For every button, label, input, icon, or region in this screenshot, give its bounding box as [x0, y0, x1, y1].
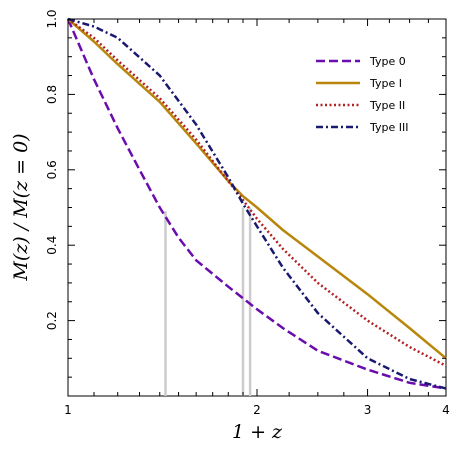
legend-label-type-0: Type 0 [369, 55, 406, 68]
y-tick-label: 0.2 [45, 311, 59, 330]
legend-label-type-ii: Type II [369, 99, 405, 112]
y-tick-label: 0.4 [45, 236, 59, 255]
series-line-type-i [67, 18, 447, 360]
x-tick-label: 1 [64, 403, 72, 417]
series-line-type-ii [67, 17, 447, 367]
x-tick-label: 3 [364, 403, 372, 417]
legend-label-type-iii: Type III [369, 121, 409, 134]
x-axis-title: 1 + z [232, 421, 283, 443]
y-tick-label: 0.8 [45, 85, 59, 104]
series-lines [66, 17, 447, 390]
legend-label-type-i: Type I [369, 77, 402, 90]
x-tick-label: 4 [442, 403, 450, 417]
reference-lines [164, 207, 252, 396]
axis-ticks [67, 18, 447, 396]
series-line-type-iii [67, 17, 447, 390]
y-tick-label: 0.6 [45, 160, 59, 179]
y-axis-title: M(z) / M(z = 0) [10, 133, 32, 281]
legend: Type 0 Type I Type II Type III [316, 55, 409, 134]
series-line-type-0 [66, 18, 447, 390]
tick-labels: 1 2 3 4 0.2 0.4 0.6 0.8 1.0 [45, 9, 450, 417]
y-tick-label: 1.0 [45, 9, 59, 28]
x-tick-label: 2 [253, 403, 261, 417]
